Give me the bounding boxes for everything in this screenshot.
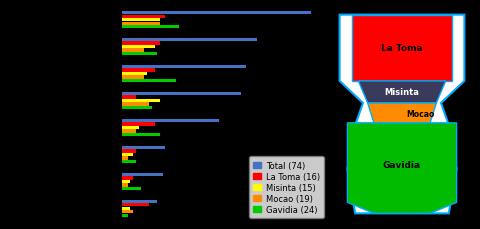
Bar (122, 119, 219, 123)
Polygon shape (340, 16, 464, 213)
Bar (122, 16, 166, 19)
Bar (122, 76, 144, 79)
Bar (122, 65, 246, 69)
Bar (122, 26, 179, 29)
Bar (122, 69, 155, 73)
Bar (122, 156, 128, 160)
Bar (122, 133, 160, 136)
Bar (122, 46, 155, 49)
Polygon shape (358, 82, 445, 104)
Bar (122, 203, 149, 207)
Bar (122, 210, 133, 213)
Bar (122, 103, 149, 106)
Bar (122, 96, 136, 99)
Text: La Toma: La Toma (381, 44, 423, 53)
Bar (122, 176, 133, 180)
Bar (122, 214, 128, 217)
Text: Mocao: Mocao (407, 110, 435, 119)
Polygon shape (368, 104, 436, 123)
Bar (122, 130, 136, 133)
Bar (122, 22, 160, 26)
Bar (122, 180, 131, 183)
Bar (122, 19, 160, 22)
Bar (122, 183, 128, 187)
Bar (122, 73, 146, 76)
Bar (122, 39, 257, 42)
Legend: Total (74), La Toma (16), Misinta (15), Mocao (19), Gavidia (24): Total (74), La Toma (16), Misinta (15), … (249, 157, 324, 218)
Bar (122, 160, 136, 164)
Bar (122, 200, 157, 203)
Bar (122, 126, 139, 130)
Bar (122, 153, 133, 156)
Bar (122, 99, 160, 103)
Bar (122, 187, 141, 190)
Text: Misinta: Misinta (384, 88, 420, 97)
Bar (122, 146, 166, 150)
Bar (122, 173, 163, 176)
Text: Gavidia: Gavidia (383, 161, 421, 169)
Bar (122, 106, 152, 110)
Bar (122, 53, 157, 56)
Bar (122, 123, 155, 126)
Polygon shape (348, 123, 456, 213)
Bar (122, 150, 136, 153)
Bar (122, 12, 311, 15)
Bar (122, 49, 144, 53)
Bar (122, 207, 131, 210)
Polygon shape (352, 16, 452, 82)
Bar (122, 79, 176, 83)
Bar (122, 42, 160, 46)
Bar (122, 93, 240, 96)
